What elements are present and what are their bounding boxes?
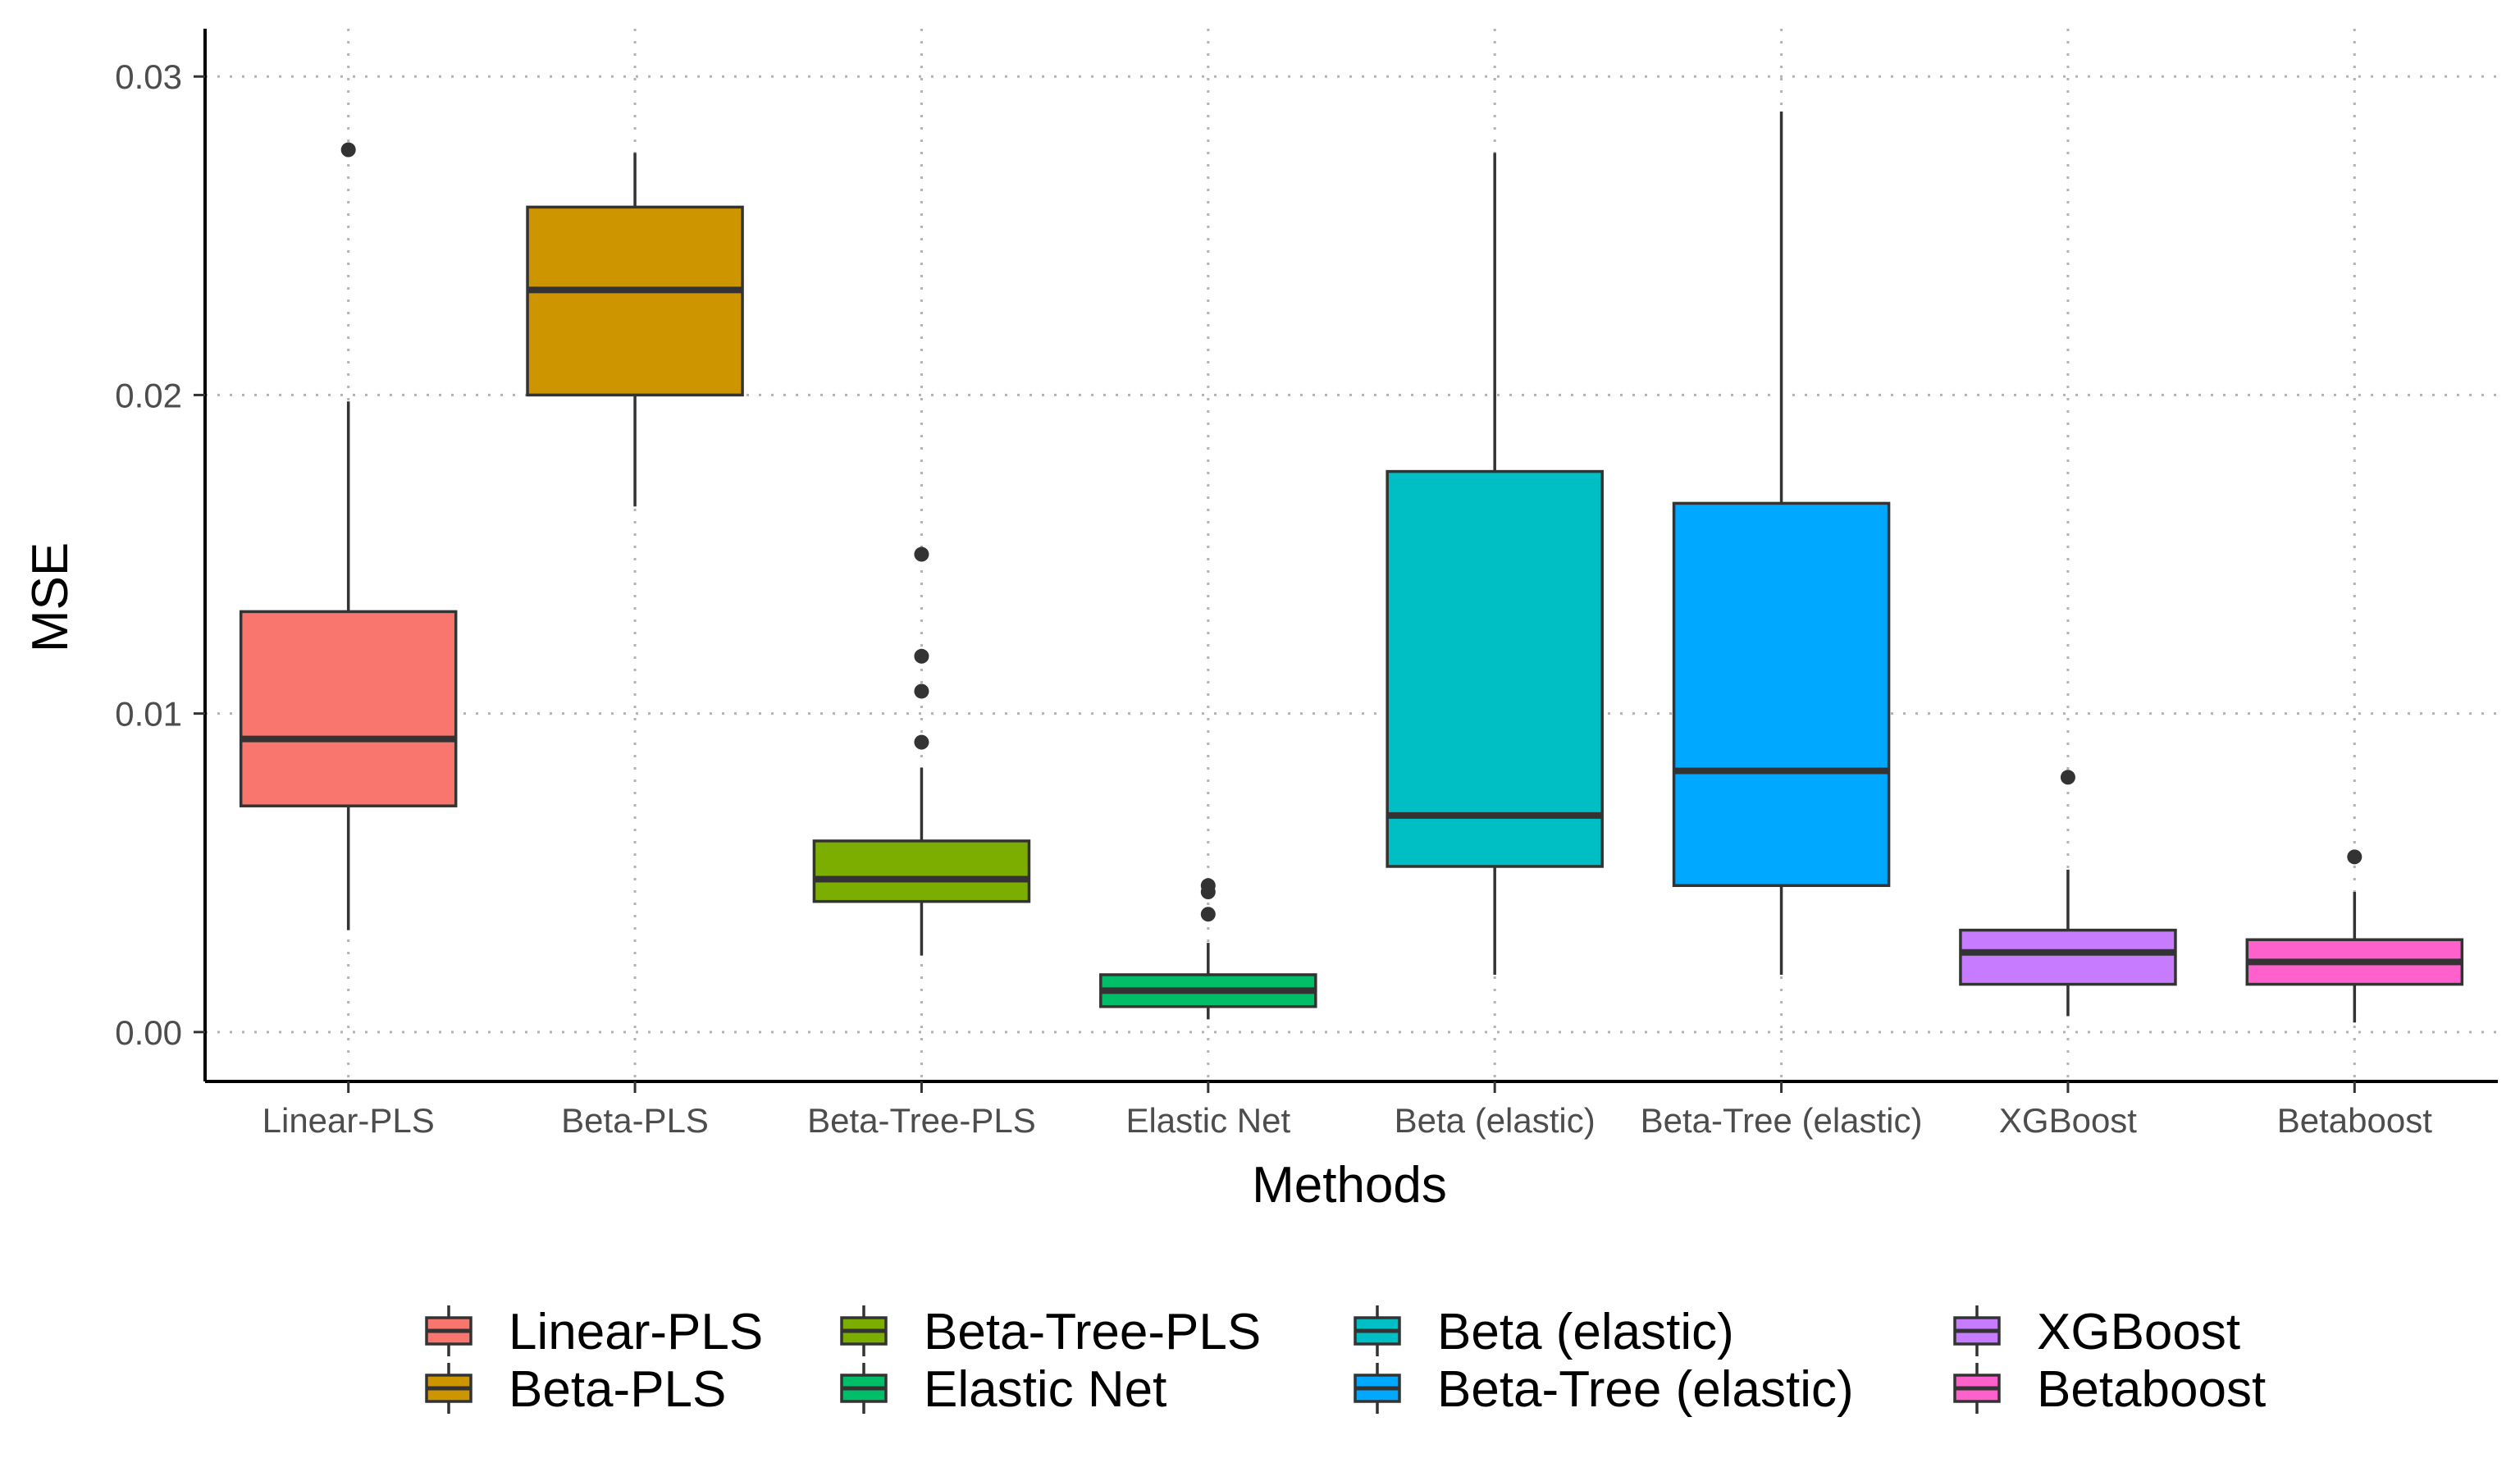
y-axis-title: MSE (22, 542, 79, 652)
boxes (239, 111, 2464, 1023)
outlier-point (1200, 907, 1216, 922)
box-beta-pls (526, 153, 744, 507)
x-tick-label: XGBoost (1999, 1101, 2137, 1140)
legend-label: Beta (elastic) (1437, 1304, 1734, 1360)
box-xgboost (1959, 770, 2177, 1017)
legend-item: Beta-Tree (elastic) (1354, 1361, 1854, 1418)
legend-item: Beta-PLS (425, 1361, 726, 1418)
x-axis-ticks: Linear-PLS Beta-PLS Beta-Tree-PLS Elastic N… (262, 1081, 2432, 1140)
box-elastic-net (1099, 878, 1317, 1020)
box-linear-pls (239, 142, 458, 930)
legend-label: Beta-PLS (509, 1361, 726, 1418)
legend-item: Beta-Tree-PLS (840, 1304, 1261, 1360)
box-beta-tree-elastic (1672, 111, 1891, 975)
outlier-point (914, 546, 929, 562)
box-iqr (1672, 501, 1891, 888)
x-tick-label: Linear-PLS (262, 1101, 435, 1140)
legend-item: XGBoost (1953, 1304, 2240, 1360)
x-axis-title: Methods (1252, 1157, 1447, 1214)
y-axis-ticks: 0.00 0.01 0.02 0.03 (115, 57, 205, 1052)
y-tick-label: 0.01 (115, 695, 182, 734)
legend-item: Beta (elastic) (1354, 1304, 1734, 1360)
legend-label: Beta-Tree (elastic) (1437, 1361, 1854, 1418)
x-tick-label: Betaboost (2277, 1101, 2432, 1140)
box-iqr (812, 839, 1031, 903)
outlier-point (914, 734, 929, 750)
x-tick-label: Beta (elastic) (1395, 1101, 1596, 1140)
outlier-point (2347, 849, 2362, 865)
box-iqr (526, 205, 744, 397)
legend-label: Betaboost (2037, 1361, 2266, 1418)
x-tick-label: Beta-Tree-PLS (807, 1101, 1036, 1140)
box-iqr (1959, 928, 2177, 986)
box-beta-tree-pls (812, 546, 1031, 956)
x-tick-label: Elastic Net (1125, 1101, 1290, 1140)
legend-label: Beta-Tree-PLS (924, 1304, 1261, 1360)
y-tick-label: 0.03 (115, 57, 182, 96)
gridlines (205, 29, 2498, 1081)
box-beta-elastic (1386, 153, 1604, 975)
legend-item: Elastic Net (840, 1361, 1166, 1418)
legend-item: Linear-PLS (425, 1304, 763, 1360)
outlier-point (2060, 770, 2075, 785)
outlier-point (340, 142, 356, 158)
y-tick-label: 0.00 (115, 1013, 182, 1052)
outlier-point (1200, 878, 1216, 894)
y-tick-label: 0.02 (115, 376, 182, 414)
outlier-point (914, 683, 929, 699)
box-iqr (1386, 469, 1604, 868)
legend-item: Betaboost (1953, 1361, 2266, 1418)
legend-label: XGBoost (2037, 1304, 2240, 1360)
x-tick-label: Beta-Tree (elastic) (1641, 1101, 1923, 1140)
box-iqr (239, 610, 458, 807)
box-betaboost (2245, 849, 2464, 1023)
legend-label: Linear-PLS (509, 1304, 763, 1360)
x-tick-label: Beta-PLS (561, 1101, 709, 1140)
axes (203, 29, 2498, 1083)
legend-label: Elastic Net (924, 1361, 1166, 1418)
outlier-point (914, 648, 929, 664)
